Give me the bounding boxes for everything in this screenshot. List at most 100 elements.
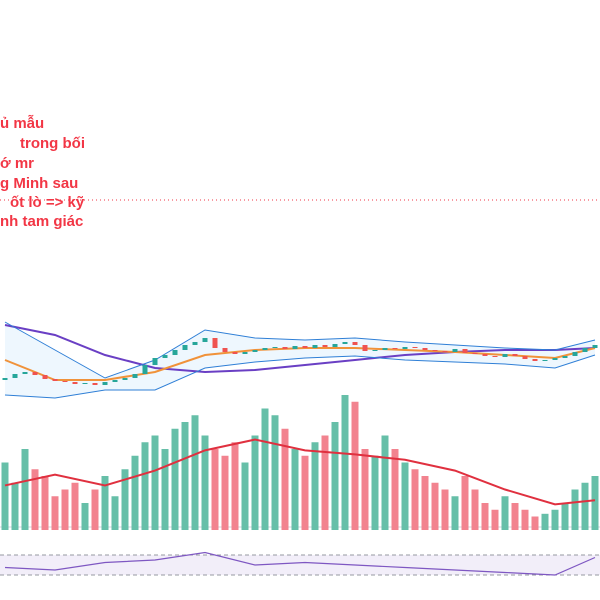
- volume-bar: [41, 476, 49, 530]
- volume-bar: [141, 442, 149, 530]
- candle-body: [412, 347, 418, 348]
- candle-body: [562, 356, 568, 358]
- candle-body: [212, 338, 218, 348]
- annotation-line: ủ mẫu: [0, 115, 44, 132]
- candle-body: [462, 349, 468, 353]
- volume-bar: [331, 422, 339, 530]
- volume-bar: [61, 489, 69, 530]
- volume-bar: [551, 509, 559, 530]
- volume-bar: [581, 482, 589, 530]
- volume-bar: [161, 449, 169, 530]
- candle-body: [52, 379, 58, 381]
- volume-bar: [1, 462, 9, 530]
- volume-bar: [391, 449, 399, 530]
- candle-body: [502, 354, 508, 357]
- volume-bar: [261, 408, 269, 530]
- candle-body: [242, 352, 248, 354]
- candle-body: [62, 381, 68, 382]
- volume-bar: [311, 442, 319, 530]
- annotation-line: ớ mr: [0, 155, 34, 172]
- candle-body: [32, 372, 38, 375]
- candle-body: [452, 349, 458, 352]
- volume-bar: [431, 482, 439, 530]
- volume-bar: [491, 509, 499, 530]
- volume-bar: [501, 496, 509, 530]
- bb-upper: [4, 321, 596, 379]
- volume-bar: [421, 476, 429, 530]
- candle-body: [142, 365, 148, 374]
- volume-bar: [541, 513, 549, 530]
- candle-body: [532, 359, 538, 361]
- candle-body: [422, 348, 428, 350]
- candle-body: [572, 352, 578, 356]
- candle-body: [352, 342, 358, 345]
- volume-bar: [291, 449, 299, 530]
- volume-bar: [301, 455, 309, 530]
- candle-body: [402, 347, 408, 349]
- volume-bar: [381, 435, 389, 530]
- candle-body: [122, 378, 128, 380]
- volume-bar: [591, 476, 599, 530]
- candle-body: [252, 350, 258, 352]
- volume-bar: [201, 435, 209, 530]
- candle-body: [512, 354, 518, 356]
- candle-body: [342, 342, 348, 344]
- volume-bar: [121, 469, 129, 530]
- candle-body: [312, 345, 318, 348]
- candle-body: [592, 345, 598, 348]
- candle-body: [292, 346, 298, 349]
- volume-bar: [231, 442, 239, 530]
- volume-ma: [4, 438, 596, 506]
- candle-body: [42, 375, 48, 379]
- candle-body: [322, 345, 328, 347]
- annotation-line: g Minh sau: [0, 175, 78, 192]
- volume-bar: [471, 489, 479, 530]
- candle-body: [192, 342, 198, 345]
- candle-body: [82, 383, 88, 384]
- volume-bar: [71, 482, 79, 530]
- candle-body: [432, 350, 438, 351]
- volume-bar: [111, 496, 119, 530]
- candle-body: [332, 344, 338, 347]
- rsi-line: [4, 551, 596, 576]
- volume-bar: [361, 449, 369, 530]
- bollinger-fill: [5, 322, 595, 398]
- volume-bar: [321, 435, 329, 530]
- candle-body: [152, 358, 158, 365]
- volume-bar: [31, 469, 39, 530]
- candle-body: [542, 360, 548, 361]
- candle-body: [22, 372, 28, 374]
- candle-body: [102, 382, 108, 385]
- candle-body: [582, 348, 588, 352]
- volume-bar: [511, 503, 519, 530]
- volume-bar: [131, 455, 139, 530]
- candle-body: [232, 352, 238, 354]
- volume-bar: [281, 428, 289, 530]
- candle-body: [522, 356, 528, 359]
- candle-body: [482, 354, 488, 356]
- candle-body: [282, 347, 288, 349]
- candle-body: [202, 338, 208, 342]
- volume-bar: [271, 415, 279, 530]
- volume-bar: [101, 476, 109, 530]
- candle-body: [112, 380, 118, 382]
- volume-bar: [151, 435, 159, 530]
- annotation-line: trong bối: [20, 135, 85, 152]
- volume-bar: [51, 496, 59, 530]
- volume-bar: [241, 462, 249, 530]
- volume-bar: [401, 462, 409, 530]
- volume-bar: [441, 489, 449, 530]
- candle-body: [162, 355, 168, 358]
- candle-body: [222, 348, 228, 352]
- annotation: ủ mẫu trong bối ớ mr g Minh sau ốt lò =>…: [0, 115, 85, 230]
- candle-body: [552, 358, 558, 360]
- volume-bar: [221, 455, 229, 530]
- volume-bar: [571, 489, 579, 530]
- candle-body: [12, 374, 18, 378]
- candle-body: [472, 353, 478, 354]
- candle-body: [372, 350, 378, 351]
- ma-slow: [4, 324, 596, 374]
- volume-bar: [481, 503, 489, 530]
- volume-bar: [21, 449, 29, 530]
